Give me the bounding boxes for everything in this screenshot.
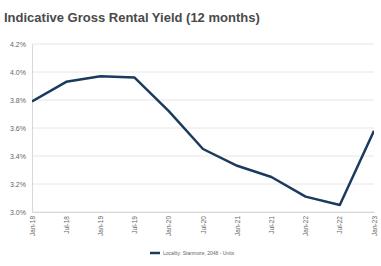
grid-line [32,44,374,45]
y-tick-label: 3.0% [10,209,26,216]
y-tick-label: 4.0% [10,69,26,76]
y-tick: 4.0% [10,69,32,76]
y-tick-label: 4.2% [10,41,26,48]
x-tick: Jan-23 [371,212,378,236]
x-tick-label: Jan-21 [234,216,241,236]
x-tick: Jul-21 [268,212,275,234]
legend: Locality: Stanmore, 2048 - Units [150,250,235,256]
x-tick-label: Jan-19 [97,216,104,236]
y-tick: 3.2% [10,181,32,188]
y-tick-label: 3.2% [10,181,26,188]
y-tick: 3.6% [10,125,32,132]
y-tick: 3.4% [10,153,32,160]
x-tick: Jan-22 [302,212,309,236]
x-tick: Jan-18 [29,212,36,236]
y-axis: 3.0% 3.2% 3.4% 3.6% 3.8% 4.0% 4.2% [10,41,32,216]
x-tick-label: Jul-18 [63,216,70,234]
x-tick: Jul-20 [200,212,207,234]
x-tick: Jul-22 [336,212,343,234]
x-tick-label: Jan-18 [29,216,36,236]
x-tick: Jan-21 [234,212,241,236]
x-tick: Jul-18 [63,212,70,234]
x-tick-label: Jul-19 [131,216,138,234]
grid [32,44,374,212]
grid-line [32,156,374,157]
grid-line [32,212,374,213]
grid-line [32,100,374,101]
grid-line [32,128,374,129]
x-tick: Jan-20 [165,212,172,236]
x-tick-label: Jul-20 [200,216,207,234]
grid-line [32,184,374,185]
legend-swatch [150,252,160,255]
y-tick-label: 3.6% [10,125,26,132]
y-axis-line [32,45,33,213]
y-tick-label: 3.4% [10,153,26,160]
y-tick-label: 3.8% [10,97,26,104]
title: Indicative Gross Rental Yield (12 months… [4,10,260,25]
x-tick-label: Jan-22 [302,216,309,236]
y-tick: 3.0% [10,209,32,216]
x-tick-label: Jan-23 [371,216,378,236]
x-tick-label: Jul-21 [268,216,275,234]
x-axis-line [33,212,375,213]
x-tick-label: Jul-22 [336,216,343,234]
grid-line [32,72,374,73]
x-axis: Jan-18 Jul-18 Jan-19 Jul-19 Jan-20 Jul-20 Jan-… [29,212,378,236]
x-tick: Jul-19 [131,212,138,234]
legend-label: Locality: Stanmore, 2048 - Units [163,250,235,256]
y-tick: 4.2% [10,41,32,48]
x-tick: Jan-19 [97,212,104,236]
chart: Indicative Gross Rental Yield (12 months… [0,0,381,266]
series-line [32,76,374,205]
plot-area [32,76,374,205]
x-tick-label: Jan-20 [165,216,172,236]
y-tick: 3.8% [10,97,32,104]
